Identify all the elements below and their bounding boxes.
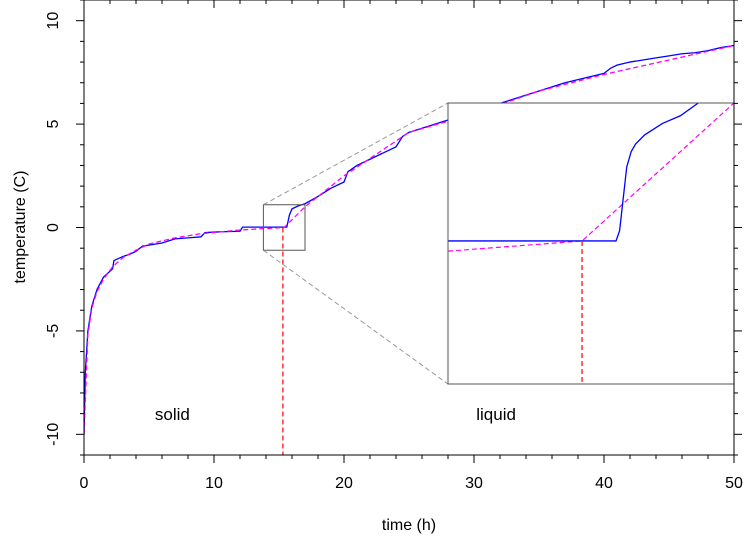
inset-blue-line <box>448 103 699 242</box>
x-tick-label: 0 <box>80 475 89 492</box>
x-axis-label: time (h) <box>382 517 436 534</box>
x-tick-label: 20 <box>335 475 353 492</box>
y-tick-label: 10 <box>45 12 62 30</box>
zoom-box <box>262 204 306 251</box>
zoom-connector-top <box>263 102 449 206</box>
y-tick-label: -5 <box>45 324 62 338</box>
x-tick-label: 50 <box>725 475 743 492</box>
inset-magenta-line <box>448 103 734 252</box>
x-tick-label: 10 <box>205 475 223 492</box>
y-tick-label: 5 <box>45 120 62 129</box>
y-axis-label: temperature (C) <box>12 171 29 284</box>
x-tick-label: 30 <box>465 475 483 492</box>
series-line-1 <box>84 44 734 435</box>
annotation-solid: solid <box>155 405 190 424</box>
zoom-inset-panel <box>447 102 735 385</box>
zoom-connector-bottom <box>263 249 449 385</box>
y-tick-label: 0 <box>45 223 62 232</box>
x-tick-label: 40 <box>595 475 613 492</box>
annotation-liquid: liquid <box>476 405 516 424</box>
y-tick-label: -10 <box>45 423 62 446</box>
